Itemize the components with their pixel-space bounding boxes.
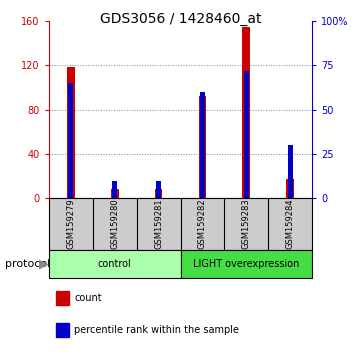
Text: GDS3056 / 1428460_at: GDS3056 / 1428460_at bbox=[100, 12, 261, 27]
Bar bbox=[67, 67, 75, 198]
Text: GSM159283: GSM159283 bbox=[242, 199, 251, 249]
Bar bbox=[244, 71, 249, 198]
Bar bbox=[243, 27, 250, 198]
Bar bbox=[69, 83, 73, 198]
Text: GSM159280: GSM159280 bbox=[110, 199, 119, 249]
Text: percentile rank within the sample: percentile rank within the sample bbox=[74, 325, 239, 335]
Bar bbox=[155, 189, 162, 198]
Bar bbox=[199, 97, 206, 198]
Bar bbox=[200, 92, 205, 198]
Text: control: control bbox=[98, 259, 131, 269]
Bar bbox=[112, 181, 117, 198]
Bar bbox=[286, 179, 294, 198]
Bar bbox=[180, 250, 312, 278]
Text: LIGHT overexpression: LIGHT overexpression bbox=[193, 259, 300, 269]
Text: GSM159282: GSM159282 bbox=[198, 199, 207, 249]
Text: count: count bbox=[74, 293, 102, 303]
Text: protocol: protocol bbox=[5, 259, 51, 269]
Text: GSM159281: GSM159281 bbox=[154, 199, 163, 249]
Bar bbox=[288, 145, 292, 198]
Bar bbox=[111, 189, 118, 198]
Bar bbox=[49, 250, 180, 278]
Bar bbox=[156, 181, 161, 198]
Text: ▶: ▶ bbox=[39, 258, 48, 270]
Text: GSM159279: GSM159279 bbox=[66, 199, 75, 249]
Text: GSM159284: GSM159284 bbox=[286, 199, 295, 249]
